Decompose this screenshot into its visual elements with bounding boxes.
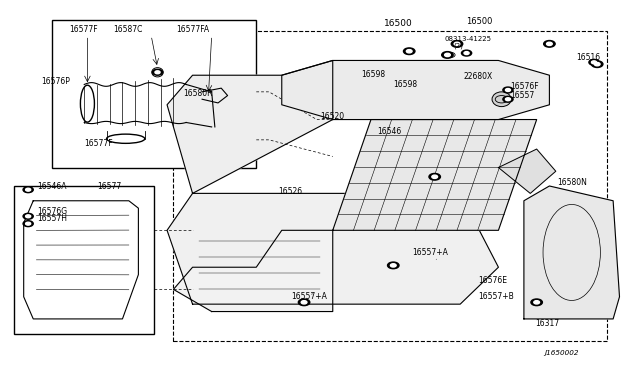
- Circle shape: [23, 187, 33, 193]
- Circle shape: [429, 173, 440, 180]
- Text: 16576E: 16576E: [478, 276, 507, 285]
- Circle shape: [26, 222, 31, 225]
- Circle shape: [506, 98, 511, 101]
- Circle shape: [432, 175, 438, 179]
- Text: 08313-41225: 08313-41225: [444, 36, 492, 42]
- Text: 16526: 16526: [278, 187, 303, 196]
- Text: 16546A: 16546A: [37, 182, 67, 190]
- Circle shape: [445, 53, 451, 57]
- Text: 16577: 16577: [97, 182, 121, 190]
- Ellipse shape: [492, 92, 511, 107]
- Polygon shape: [167, 193, 499, 304]
- Text: 16557H: 16557H: [37, 214, 67, 223]
- Circle shape: [403, 48, 415, 55]
- Circle shape: [589, 60, 599, 65]
- Circle shape: [503, 96, 513, 102]
- Circle shape: [534, 301, 540, 304]
- Text: J1650002: J1650002: [544, 350, 579, 356]
- Text: 16598: 16598: [394, 80, 417, 89]
- Text: 16577FA: 16577FA: [177, 25, 210, 34]
- Polygon shape: [173, 230, 333, 311]
- Circle shape: [531, 299, 542, 306]
- Circle shape: [461, 50, 472, 56]
- Text: 16576G: 16576G: [37, 207, 67, 216]
- Circle shape: [547, 42, 552, 45]
- Circle shape: [23, 213, 33, 219]
- Polygon shape: [524, 186, 620, 319]
- Text: 16587C: 16587C: [113, 25, 142, 34]
- Text: 16546: 16546: [378, 127, 402, 136]
- Circle shape: [591, 61, 603, 67]
- Circle shape: [454, 42, 460, 45]
- Text: 22680X: 22680X: [463, 72, 493, 81]
- Text: 16580R: 16580R: [183, 89, 212, 97]
- Text: 16576F: 16576F: [510, 82, 538, 91]
- Text: 16557: 16557: [510, 92, 534, 100]
- Text: 16317: 16317: [536, 319, 559, 328]
- Circle shape: [390, 264, 396, 267]
- Text: 16577F: 16577F: [70, 25, 98, 34]
- Polygon shape: [282, 61, 549, 119]
- Text: (2): (2): [454, 42, 464, 49]
- Circle shape: [464, 52, 469, 55]
- Text: 16500: 16500: [384, 19, 412, 28]
- Polygon shape: [499, 149, 556, 193]
- FancyBboxPatch shape: [173, 31, 607, 341]
- Text: 16580N: 16580N: [557, 178, 587, 187]
- FancyBboxPatch shape: [52, 20, 256, 167]
- Circle shape: [152, 69, 163, 75]
- Text: 16520: 16520: [320, 112, 344, 121]
- Circle shape: [503, 87, 513, 93]
- Polygon shape: [167, 61, 333, 193]
- Circle shape: [595, 62, 600, 66]
- FancyBboxPatch shape: [14, 186, 154, 334]
- Circle shape: [23, 221, 33, 227]
- Polygon shape: [333, 119, 537, 230]
- Circle shape: [506, 89, 511, 92]
- Circle shape: [543, 41, 555, 47]
- Text: 16577F: 16577F: [84, 139, 113, 148]
- Text: 16598: 16598: [362, 70, 385, 79]
- Circle shape: [442, 52, 453, 58]
- Text: 16516: 16516: [576, 54, 600, 62]
- Circle shape: [301, 301, 307, 304]
- Text: 16576P: 16576P: [41, 77, 70, 86]
- Circle shape: [155, 71, 160, 74]
- Circle shape: [388, 262, 399, 269]
- Circle shape: [406, 49, 412, 53]
- Text: 16500: 16500: [467, 16, 493, 26]
- Circle shape: [26, 188, 31, 191]
- Text: 16557+A: 16557+A: [412, 248, 448, 257]
- Circle shape: [591, 61, 596, 64]
- Circle shape: [298, 299, 310, 306]
- Circle shape: [451, 41, 463, 47]
- Text: 16557+A: 16557+A: [291, 292, 327, 301]
- Text: 16557+B: 16557+B: [478, 292, 514, 301]
- Circle shape: [26, 215, 31, 218]
